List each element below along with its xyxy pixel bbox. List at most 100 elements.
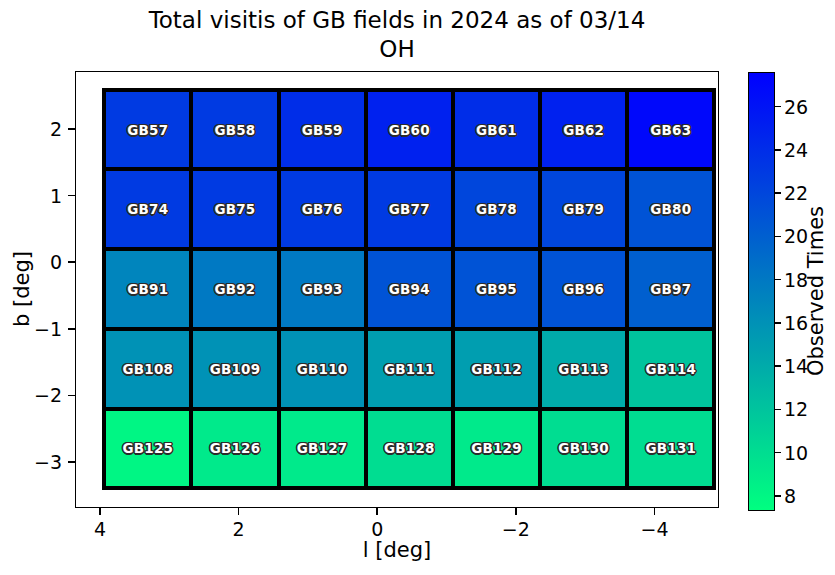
heatmap-cell: GB80 — [629, 171, 712, 247]
colorbar-tick-label: 18 — [784, 269, 820, 291]
cell-label: GB97 — [650, 281, 691, 297]
colorbar-tick-label: 16 — [784, 312, 820, 334]
heatmap-cell: GB96 — [542, 251, 625, 327]
heatmap-cell: GB60 — [368, 92, 451, 168]
cell-label: GB91 — [127, 281, 168, 297]
y-tick-label: −1 — [16, 318, 62, 340]
cell-label: GB75 — [214, 201, 255, 217]
colorbar-tick-mark — [775, 322, 781, 324]
y-tick-mark — [68, 128, 75, 130]
heatmap-cell: GB129 — [455, 411, 538, 487]
y-tick-label: −2 — [16, 384, 62, 406]
cell-label: GB128 — [384, 440, 435, 456]
heatmap-cell: GB91 — [106, 251, 189, 327]
heatmap-cell: GB76 — [281, 171, 364, 247]
colorbar-tick-label: 12 — [784, 398, 820, 420]
heatmap-cell: GB128 — [368, 411, 451, 487]
heatmap-cell: GB95 — [455, 251, 538, 327]
heatmap-cell: GB97 — [629, 251, 712, 327]
heatmap-cell: GB78 — [455, 171, 538, 247]
y-tick-mark — [68, 261, 75, 263]
colorbar-tick-label: 24 — [784, 139, 820, 161]
heatmap-cell: GB130 — [542, 411, 625, 487]
y-tick-label: 0 — [16, 251, 62, 273]
y-tick-mark — [68, 461, 75, 463]
cell-label: GB93 — [302, 281, 343, 297]
heatmap-mesh: GB57GB58GB59GB60GB61GB62GB63GB74GB75GB76… — [102, 88, 716, 490]
colorbar-tick-mark — [775, 452, 781, 454]
heatmap-cell: GB77 — [368, 171, 451, 247]
colorbar-tick-mark — [775, 495, 781, 497]
heatmap-cell: GB74 — [106, 171, 189, 247]
y-tick-mark — [68, 395, 75, 397]
y-tick-label: 2 — [16, 118, 62, 140]
cell-label: GB114 — [646, 361, 697, 377]
colorbar-tick-label: 26 — [784, 96, 820, 118]
y-tick-mark — [68, 195, 75, 197]
cell-label: GB94 — [389, 281, 430, 297]
colorbar-tick-mark — [775, 365, 781, 367]
heatmap-cell: GB75 — [193, 171, 276, 247]
cell-label: GB62 — [563, 122, 604, 138]
heatmap-cell: GB58 — [193, 92, 276, 168]
cell-label: GB130 — [558, 440, 609, 456]
colorbar-tick-label: 14 — [784, 355, 820, 377]
x-axis-label: l [deg] — [75, 538, 719, 562]
colorbar-tick-mark — [775, 149, 781, 151]
cell-label: GB57 — [127, 122, 168, 138]
x-tick-label: −2 — [491, 518, 541, 540]
colorbar-tick-label: 10 — [784, 442, 820, 464]
y-tick-label: −3 — [16, 451, 62, 473]
colorbar-tick-mark — [775, 192, 781, 194]
x-tick-label: 0 — [352, 518, 402, 540]
x-tick-label: 2 — [214, 518, 264, 540]
heatmap-cell: GB110 — [281, 331, 364, 407]
chart-subtitle: OH — [75, 35, 719, 63]
heatmap-cell: GB63 — [629, 92, 712, 168]
cell-label: GB111 — [384, 361, 435, 377]
cell-label: GB92 — [214, 281, 255, 297]
cell-label: GB125 — [123, 440, 174, 456]
heatmap-cell: GB131 — [629, 411, 712, 487]
cell-label: GB127 — [297, 440, 348, 456]
cell-label: GB76 — [302, 201, 343, 217]
cell-label: GB110 — [297, 361, 348, 377]
colorbar — [748, 72, 775, 511]
cell-label: GB96 — [563, 281, 604, 297]
colorbar-tick-mark — [775, 279, 781, 281]
cell-label: GB108 — [123, 361, 174, 377]
cell-label: GB95 — [476, 281, 517, 297]
colorbar-tick-label: 8 — [784, 485, 820, 507]
heatmap-cell: GB114 — [629, 331, 712, 407]
x-tick-mark — [654, 508, 656, 515]
x-tick-mark — [238, 508, 240, 515]
heatmap-cell: GB94 — [368, 251, 451, 327]
cell-label: GB80 — [650, 201, 691, 217]
chart-title: Total visitis of GB fields in 2024 as of… — [75, 6, 719, 34]
y-tick-label: 1 — [16, 185, 62, 207]
colorbar-tick-mark — [775, 409, 781, 411]
heatmap-cell: GB125 — [106, 411, 189, 487]
cell-label: GB63 — [650, 122, 691, 138]
heatmap-cell: GB79 — [542, 171, 625, 247]
colorbar-tick-mark — [775, 106, 781, 108]
x-tick-label: 4 — [75, 518, 125, 540]
heatmap-cell: GB61 — [455, 92, 538, 168]
heatmap-cell: GB109 — [193, 331, 276, 407]
heatmap-cell: GB127 — [281, 411, 364, 487]
cell-label: GB77 — [389, 201, 430, 217]
y-tick-mark — [68, 328, 75, 330]
cell-label: GB126 — [210, 440, 261, 456]
x-tick-mark — [99, 508, 101, 515]
cell-label: GB109 — [210, 361, 261, 377]
heatmap-cell: GB57 — [106, 92, 189, 168]
cell-label: GB79 — [563, 201, 604, 217]
x-tick-label: −4 — [630, 518, 680, 540]
heatmap-cell: GB111 — [368, 331, 451, 407]
cell-label: GB61 — [476, 122, 517, 138]
cell-label: GB113 — [558, 361, 609, 377]
heatmap-cell: GB93 — [281, 251, 364, 327]
heatmap-cell: GB108 — [106, 331, 189, 407]
heatmap-cell: GB126 — [193, 411, 276, 487]
cell-label: GB78 — [476, 201, 517, 217]
